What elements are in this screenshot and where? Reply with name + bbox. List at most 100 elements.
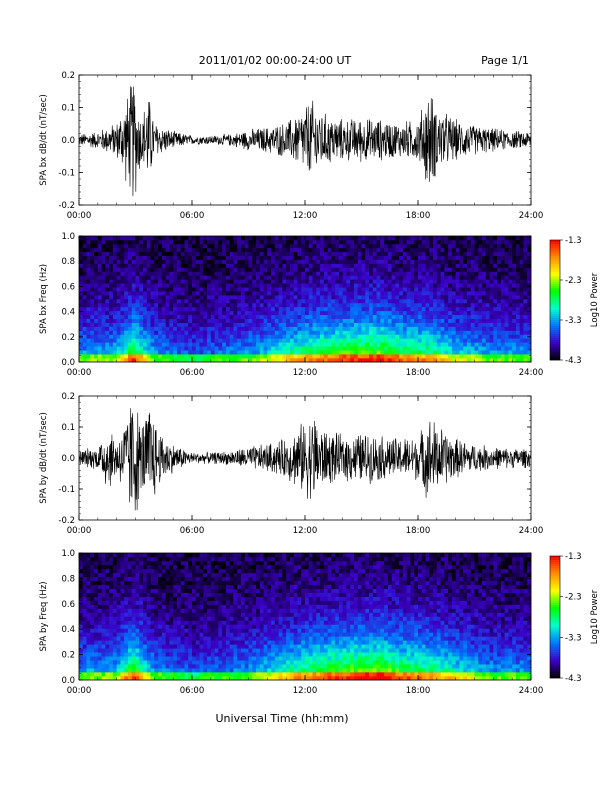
- spectrogram-cell: [229, 354, 234, 359]
- spectrogram-cell: [271, 310, 276, 316]
- spectrogram-cell: [312, 326, 317, 331]
- spectrogram-cell: [94, 326, 99, 331]
- spectrogram-cell: [94, 612, 99, 617]
- spectrogram-cell: [482, 334, 487, 339]
- spectrogram-cell: [127, 302, 133, 308]
- spectrogram-cell: [278, 243, 283, 249]
- spectrogram-cell: [365, 346, 370, 351]
- bx-timeseries-panel: 0.20.10.0-0.1-0.200:00 06:00 12:00 18:00 24:…: [39, 71, 543, 221]
- spectrogram-cell: [86, 247, 91, 253]
- spectrogram-cell: [169, 283, 174, 288]
- spectrogram-cell: [161, 310, 166, 316]
- spectrogram-cell: [203, 354, 208, 359]
- spectrogram-cell: [282, 350, 287, 355]
- spectrogram-cell: [466, 251, 472, 256]
- spectrogram-cell: [135, 295, 140, 300]
- spectrogram-cell: [414, 318, 419, 323]
- spectrogram-cell: [440, 267, 445, 272]
- spectrogram-cell: [139, 358, 144, 363]
- spectrogram-cell: [176, 306, 181, 312]
- spectrogram-cell: [421, 354, 426, 359]
- spectrogram-cell: [353, 259, 359, 264]
- spectrogram-cell: [297, 299, 302, 304]
- spectrogram-cell: [79, 271, 84, 276]
- spectrogram-cell: [199, 299, 204, 304]
- spectrogram-cell: [139, 572, 144, 578]
- spectrogram-cell: [436, 338, 441, 343]
- spectrogram-cell: [444, 338, 449, 343]
- spectrogram-cell: [150, 354, 155, 359]
- spectrogram-cell: [82, 592, 87, 597]
- spectrogram-cell: [320, 275, 325, 280]
- spectrogram-cell: [229, 314, 234, 319]
- spectrogram-cell: [146, 251, 151, 256]
- spectrogram-cell: [527, 287, 532, 292]
- spectrogram-cell: [135, 287, 140, 292]
- spectrogram-cell: [350, 338, 355, 343]
- spectrogram-cell: [233, 267, 238, 272]
- spectrogram-cell: [282, 239, 287, 245]
- spectrogram-cell: [399, 251, 404, 256]
- spectrogram-cell: [161, 267, 166, 272]
- spectrogram-cell: [274, 358, 279, 363]
- spectrogram-cell: [79, 644, 84, 649]
- spectrogram-cell: [414, 306, 419, 312]
- spectrogram-cell: [109, 656, 114, 661]
- spectrogram-cell: [158, 560, 163, 566]
- spectrogram-cell: [135, 628, 140, 633]
- spectrogram-cell: [109, 299, 114, 304]
- spectrogram-cell: [248, 283, 253, 288]
- spectrogram-cell: [143, 318, 148, 323]
- spectrogram-cell: [421, 239, 426, 245]
- spectrogram-cell: [286, 330, 291, 335]
- spectrogram-cell: [101, 354, 106, 359]
- spectrogram-cell: [150, 656, 155, 661]
- spectrogram-cell: [312, 346, 317, 351]
- spectrogram-cell: [474, 358, 479, 363]
- spectrogram-cell: [101, 251, 106, 256]
- spectrogram-cell: [485, 330, 490, 335]
- spectrogram-cell: [421, 342, 426, 347]
- spectrogram-cell: [346, 295, 351, 300]
- spectrogram-cell: [165, 652, 170, 657]
- spectrogram-cell: [120, 664, 125, 669]
- spectrogram-cell: [109, 620, 114, 625]
- spectrogram-cell: [97, 553, 102, 558]
- spectrogram-cell: [263, 267, 268, 272]
- spectrogram-cell: [293, 283, 298, 288]
- spectrogram-cell: [116, 255, 121, 260]
- spectrogram-cell: [218, 299, 223, 304]
- spectrogram-cell: [282, 291, 287, 296]
- spectrogram-cell: [158, 279, 163, 284]
- spectrogram-cell: [316, 354, 321, 359]
- spectrogram-cell: [86, 584, 91, 590]
- spectrogram-cell: [327, 322, 332, 327]
- spectrogram-cell: [316, 338, 321, 343]
- spectrogram-cell: [195, 243, 200, 249]
- spectrogram-cell: [161, 271, 166, 276]
- spectrogram-cell: [274, 322, 279, 327]
- spectrogram-cell: [436, 299, 441, 304]
- spectrogram-cell: [470, 342, 475, 347]
- spectrogram-cell: [139, 644, 144, 649]
- spectrogram-cell: [331, 271, 336, 276]
- spectrogram-cell: [512, 243, 517, 249]
- spectrogram-cell: [515, 283, 520, 288]
- spectrogram-cell: [308, 247, 313, 253]
- spectrogram-cell: [116, 350, 121, 355]
- spectrogram-cell: [357, 236, 362, 241]
- spectrogram-cell: [365, 271, 370, 276]
- spectrogram-cell: [267, 251, 272, 256]
- spectrogram-cell: [120, 676, 125, 681]
- spectrogram-cell: [131, 632, 136, 637]
- spectrogram-cell: [493, 338, 498, 343]
- spectrogram-cell: [470, 259, 475, 264]
- spectrogram-cell: [263, 263, 268, 268]
- spectrogram-cell: [497, 330, 502, 335]
- spectrogram-cell: [297, 326, 302, 331]
- spectrogram-cell: [116, 322, 121, 327]
- spectrogram-cell: [240, 295, 246, 300]
- spectrogram-cell: [158, 302, 163, 308]
- spectrogram-cell: [444, 283, 449, 288]
- spectrogram-cell: [485, 322, 490, 327]
